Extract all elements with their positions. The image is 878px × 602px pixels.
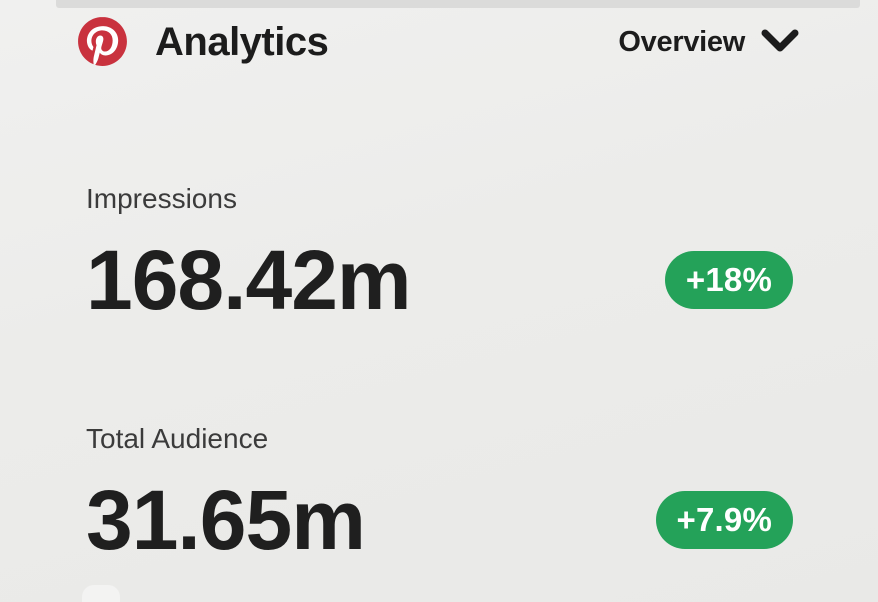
overview-dropdown-label: Overview: [618, 25, 745, 58]
metric-label: Total Audience: [86, 423, 269, 454]
change-badge: +7.9%: [655, 491, 793, 549]
metric-value-row: 168.42m +18%: [86, 232, 793, 328]
change-badge: +18%: [664, 251, 793, 309]
overview-dropdown[interactable]: Overview: [618, 25, 800, 59]
metric-value-row: 31.65m +7.9%: [86, 472, 793, 568]
metric-total-audience: Total Audience 31.65m +7.9%: [86, 420, 793, 568]
metric-label: Impressions: [86, 183, 237, 214]
partial-card-edge: [82, 585, 120, 602]
metrics-overview: Impressions 168.42m +18% Total Audience …: [0, 180, 878, 568]
chevron-down-icon: [761, 29, 799, 51]
metric-impressions: Impressions 168.42m +18%: [86, 180, 793, 328]
analytics-header: Analytics Overview: [0, 0, 878, 66]
metric-value: 168.42m: [86, 233, 412, 327]
screen-top-edge: [56, 0, 860, 8]
page-title: Analytics: [155, 19, 329, 64]
pinterest-logo-icon: [78, 17, 127, 66]
metric-value: 31.65m: [86, 473, 366, 567]
